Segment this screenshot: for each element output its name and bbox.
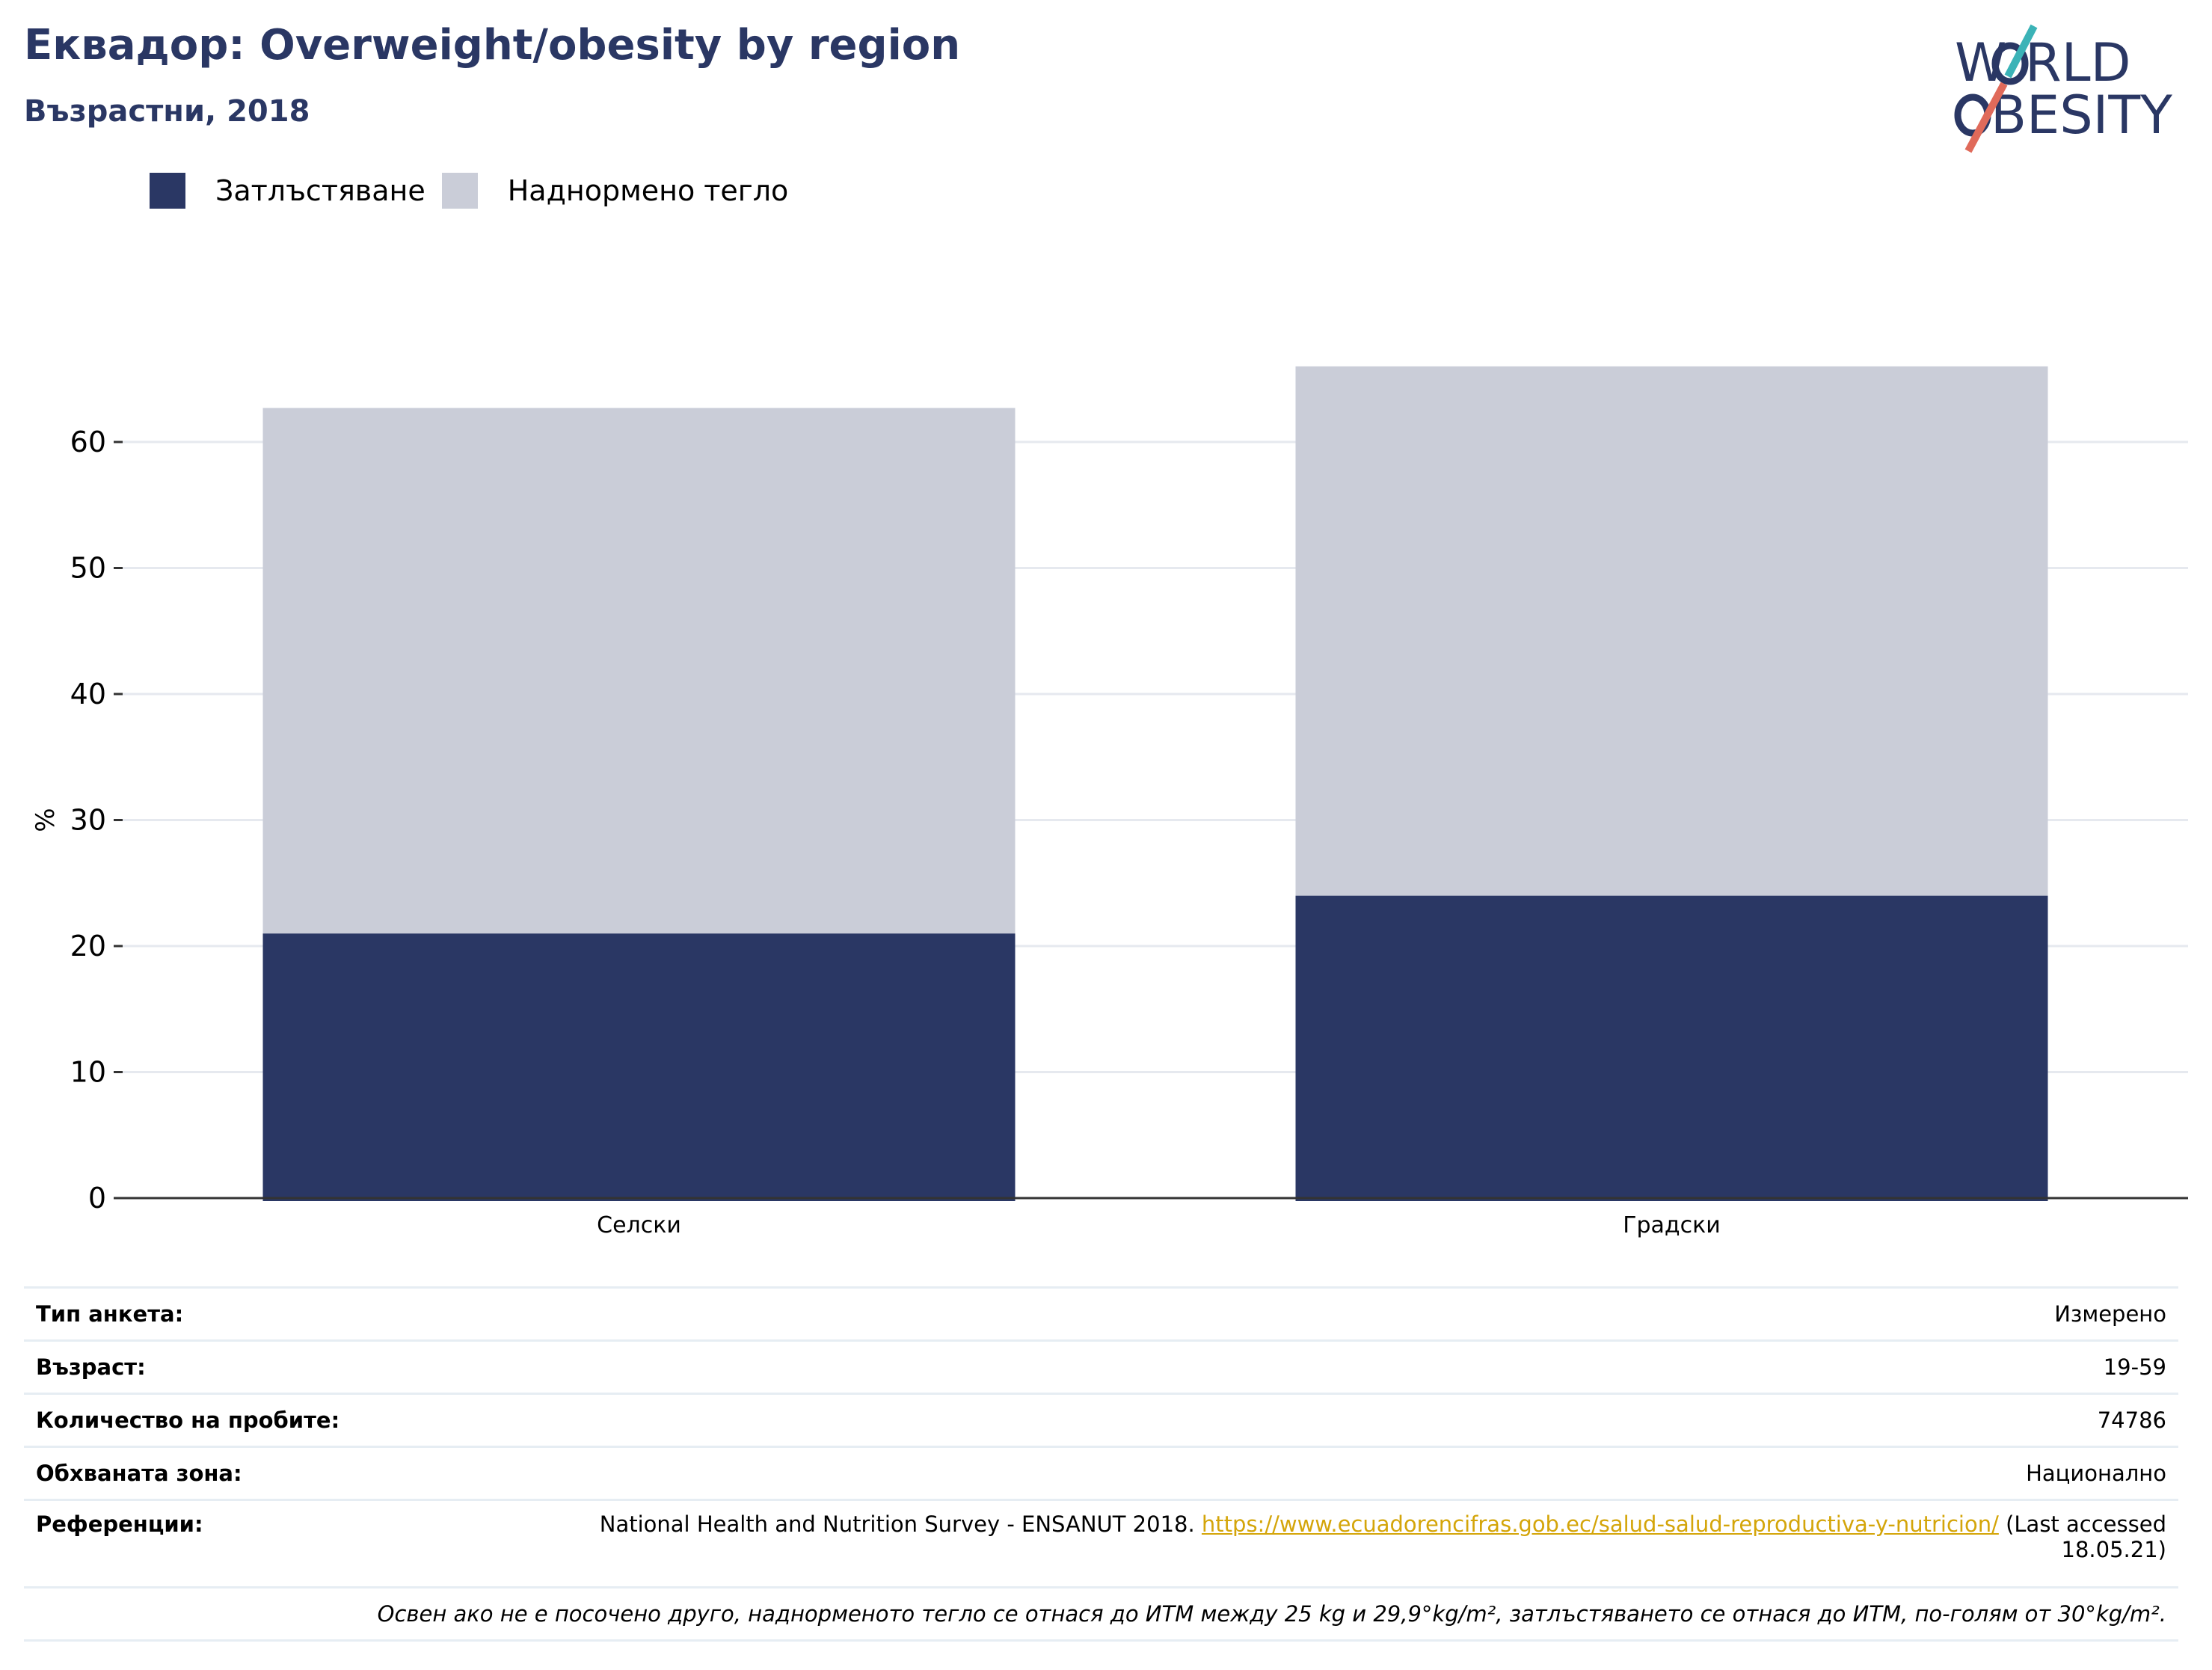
info-key: Обхваната зона:: [24, 1446, 571, 1500]
bar-segment: [262, 408, 1016, 934]
info-row-age: Възраст: 19-59: [24, 1339, 2178, 1394]
world-obesity-logo: W RLD BESITY: [1954, 24, 2172, 153]
info-key: Референции:: [24, 1499, 571, 1588]
legend-swatch-overweight: [441, 173, 478, 209]
y-tick-label: 20: [70, 930, 106, 963]
info-value: Национално: [571, 1446, 2178, 1500]
y-tick-label: 10: [70, 1056, 106, 1089]
info-value: 19-59: [571, 1339, 2178, 1394]
y-tick-label: 40: [70, 678, 106, 710]
reference-access-note: (Last accessed 18.05.21): [2006, 1511, 2166, 1562]
x-tick-label: Градски: [1623, 1212, 1721, 1238]
info-row-area: Обхваната зона: Национално: [24, 1446, 2178, 1500]
bar-chart: 0 10 20 30 40 50 60% Селски Градски: [31, 366, 2188, 1238]
bar-segment: [1295, 895, 2048, 1201]
legend-item-overweight: Наднормено тегло: [441, 173, 789, 209]
info-row-sample-size: Количество на пробите: 74786: [24, 1393, 2178, 1447]
legend-item-obesity: Затлъстяване: [150, 173, 425, 209]
legend-label-overweight: Наднормено тегло: [507, 174, 789, 207]
reference-link[interactable]: https://www.ecuadorencifras.gob.ec/salud…: [1201, 1511, 1999, 1537]
y-tick-label: 60: [70, 426, 106, 458]
reference-text: National Health and Nutrition Survey - E…: [599, 1511, 1195, 1537]
survey-info-table: Тип анкета: Измерено Възраст: 19-59 Коли…: [24, 1286, 2178, 1642]
svg-text:BESITY: BESITY: [1991, 85, 2172, 146]
bar-segment: [1295, 366, 2048, 896]
info-key: Тип анкета:: [24, 1286, 571, 1341]
info-row-note: Освен ако не е посочено друго, наднормен…: [24, 1586, 2178, 1642]
legend-label-obesity: Затлъстяване: [215, 174, 425, 207]
y-axis-label: %: [31, 808, 61, 832]
references-value: National Health and Nutrition Survey - E…: [571, 1499, 2178, 1588]
chart-legend: Затлъстяване Наднормено тегло: [150, 171, 805, 211]
info-key: Възраст:: [24, 1339, 571, 1394]
page-title: Еквадор: Overweight/obesity by region: [24, 21, 961, 70]
info-row-references: Референции: National Health and Nutritio…: [24, 1499, 2178, 1588]
y-tick-label: 0: [88, 1182, 106, 1215]
info-value: Измерено: [571, 1286, 2178, 1341]
info-row-survey-type: Тип анкета: Измерено: [24, 1286, 2178, 1341]
info-key: Количество на пробите:: [24, 1393, 571, 1447]
legend-swatch-obesity: [150, 173, 185, 209]
definition-note: Освен ако не е посочено друго, наднормен…: [24, 1586, 2178, 1642]
x-tick-label: Селски: [597, 1212, 681, 1238]
y-tick-label: 50: [70, 552, 106, 585]
bar-segment: [262, 933, 1016, 1201]
y-tick-label: 30: [70, 804, 106, 837]
page-subtitle: Възрастни, 2018: [24, 94, 310, 129]
svg-text:RLD: RLD: [2025, 32, 2131, 93]
info-value: 74786: [571, 1393, 2178, 1447]
